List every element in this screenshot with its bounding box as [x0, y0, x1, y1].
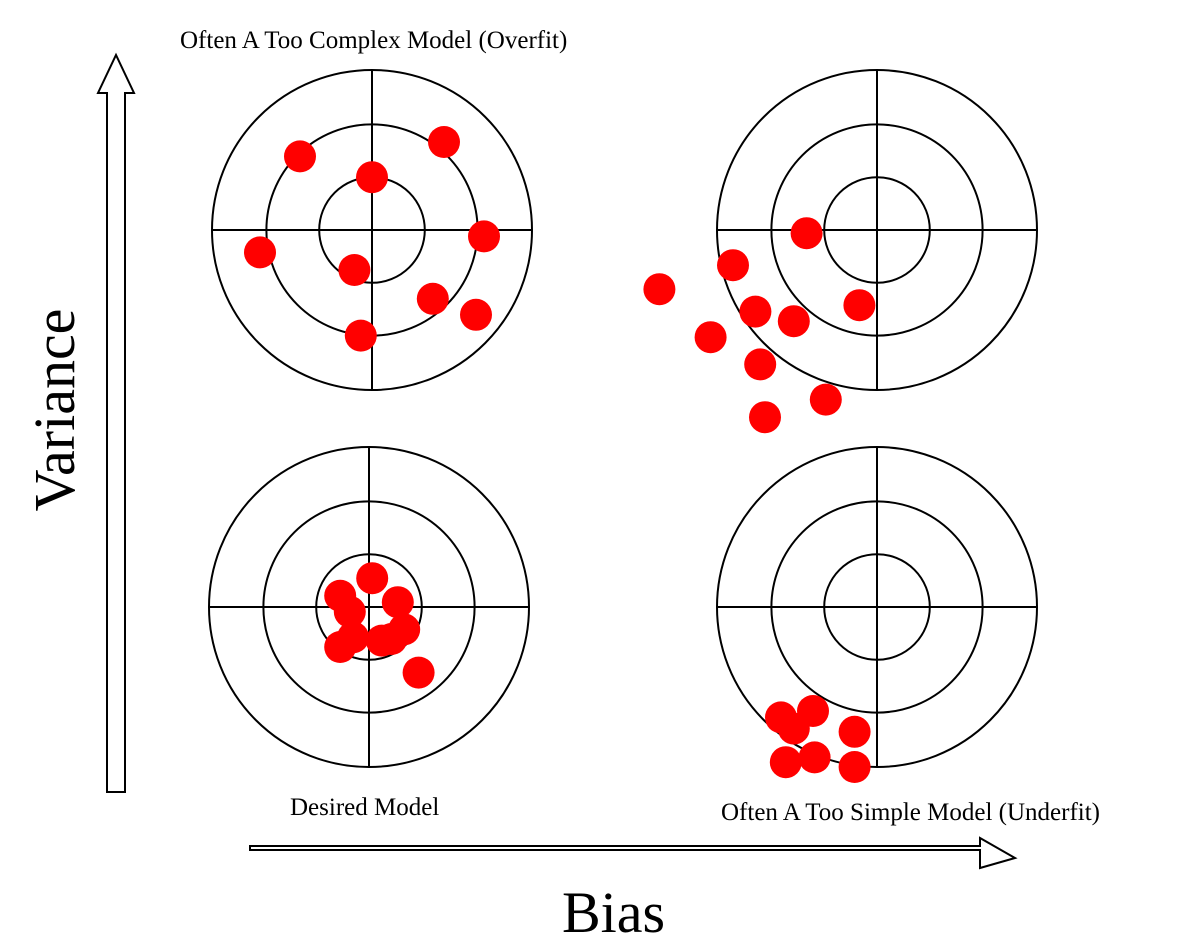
variance-axis-label: Variance: [22, 308, 87, 512]
shot-point: [324, 631, 357, 663]
target-desired: [208, 446, 530, 768]
shot-point: [769, 746, 802, 779]
shot-point: [790, 217, 823, 250]
shot-point: [838, 751, 871, 783]
shot-point: [460, 298, 492, 331]
shot-point: [717, 249, 749, 282]
desired-model-label: Desired Model: [290, 794, 440, 821]
shot-point: [402, 656, 435, 689]
shot-point: [739, 295, 772, 328]
shot-point: [744, 348, 777, 381]
shot-point: [333, 595, 366, 628]
shot-point: [777, 305, 810, 338]
shot-point: [468, 220, 500, 253]
target-overfit: [211, 69, 533, 391]
shot-point: [356, 562, 389, 595]
shot-point: [843, 289, 876, 322]
shot-point: [375, 623, 408, 655]
bias-axis-label: Bias: [562, 880, 666, 945]
shot-point: [381, 586, 414, 619]
shot-point: [809, 383, 842, 416]
overfit-label: Often A Too Complex Model (Overfit): [180, 27, 568, 54]
target-underfit-high-variance: [643, 69, 1038, 434]
shot-point: [749, 401, 781, 434]
target-underfit: [716, 446, 1038, 783]
variance-arrow: [96, 52, 136, 793]
targets-layer: [208, 69, 1038, 783]
shot-point: [838, 715, 871, 748]
shot-point: [798, 741, 831, 774]
shot-point: [344, 319, 377, 352]
shot-point: [428, 126, 460, 158]
shot-point: [356, 161, 388, 194]
shot-point: [284, 140, 316, 173]
underfit-label: Often A Too Simple Model (Underfit): [721, 799, 1100, 826]
shot-point: [338, 254, 371, 286]
shot-point: [416, 282, 449, 315]
shot-point: [777, 712, 810, 745]
shot-point: [244, 236, 276, 269]
shot-point: [694, 321, 727, 354]
bias-arrow: [249, 836, 1018, 870]
shot-point: [643, 273, 676, 306]
